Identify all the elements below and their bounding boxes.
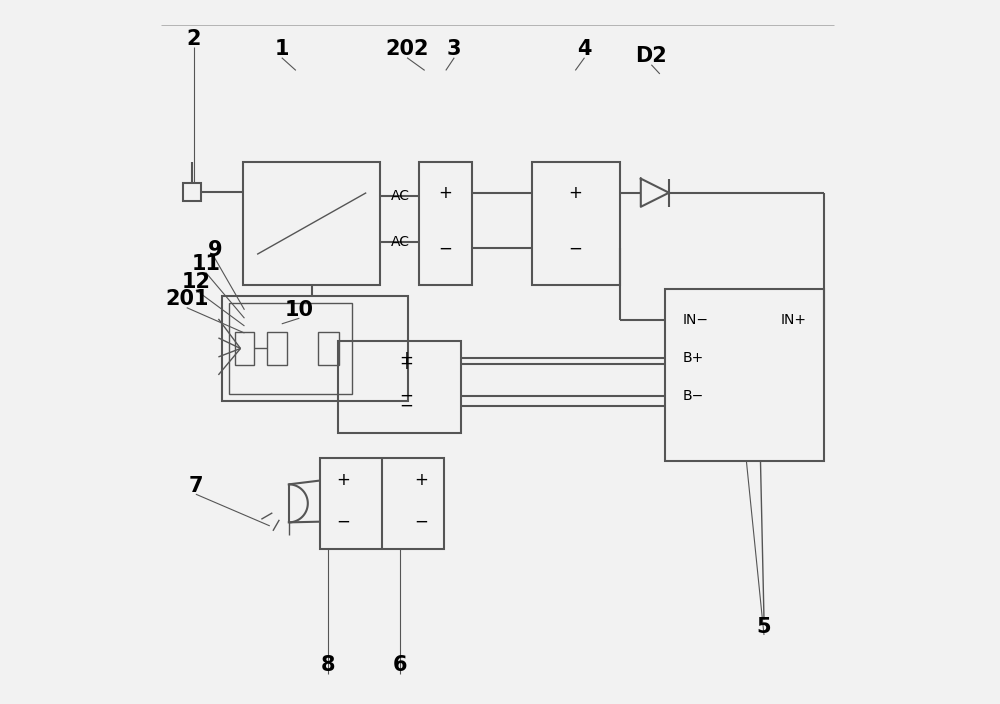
Bar <box>235 332 254 365</box>
Bar <box>665 289 824 461</box>
Text: +: + <box>399 348 413 367</box>
Text: −: − <box>439 239 452 257</box>
Text: 12: 12 <box>181 272 210 291</box>
Text: 10: 10 <box>285 300 314 320</box>
Text: −: − <box>399 396 413 415</box>
Bar <box>222 296 408 401</box>
Text: +: + <box>439 184 452 202</box>
Bar <box>532 162 620 285</box>
Bar <box>318 332 339 365</box>
Text: 7: 7 <box>189 476 203 496</box>
Bar <box>320 458 444 549</box>
Bar <box>267 332 287 365</box>
Text: +: + <box>336 472 350 489</box>
Bar <box>338 341 461 433</box>
Text: −: − <box>414 513 428 531</box>
Text: −: − <box>569 239 583 257</box>
Text: 201: 201 <box>165 289 208 309</box>
Text: AC: AC <box>391 189 410 203</box>
Text: −: − <box>336 513 350 531</box>
Bar <box>243 162 380 285</box>
Text: 11: 11 <box>191 254 220 274</box>
Text: 6: 6 <box>393 655 407 675</box>
Text: 5: 5 <box>757 617 771 636</box>
Text: 9: 9 <box>208 240 222 260</box>
Text: B−: B− <box>683 389 704 403</box>
Bar <box>229 303 352 394</box>
Text: +: + <box>569 184 583 202</box>
Text: −: − <box>399 386 413 405</box>
Bar <box>419 162 472 285</box>
Bar <box>183 183 201 201</box>
Text: +: + <box>399 356 413 373</box>
Text: 8: 8 <box>320 655 335 675</box>
Text: B+: B+ <box>683 351 704 365</box>
Text: 2: 2 <box>187 29 201 49</box>
Text: AC: AC <box>391 235 410 249</box>
Text: 4: 4 <box>577 39 592 59</box>
Text: 202: 202 <box>385 39 429 59</box>
Text: IN−: IN− <box>683 313 709 327</box>
Text: +: + <box>414 472 428 489</box>
Text: IN+: IN+ <box>780 313 806 327</box>
Text: 3: 3 <box>447 39 461 59</box>
Text: 1: 1 <box>275 39 289 59</box>
Text: D2: D2 <box>635 46 667 66</box>
